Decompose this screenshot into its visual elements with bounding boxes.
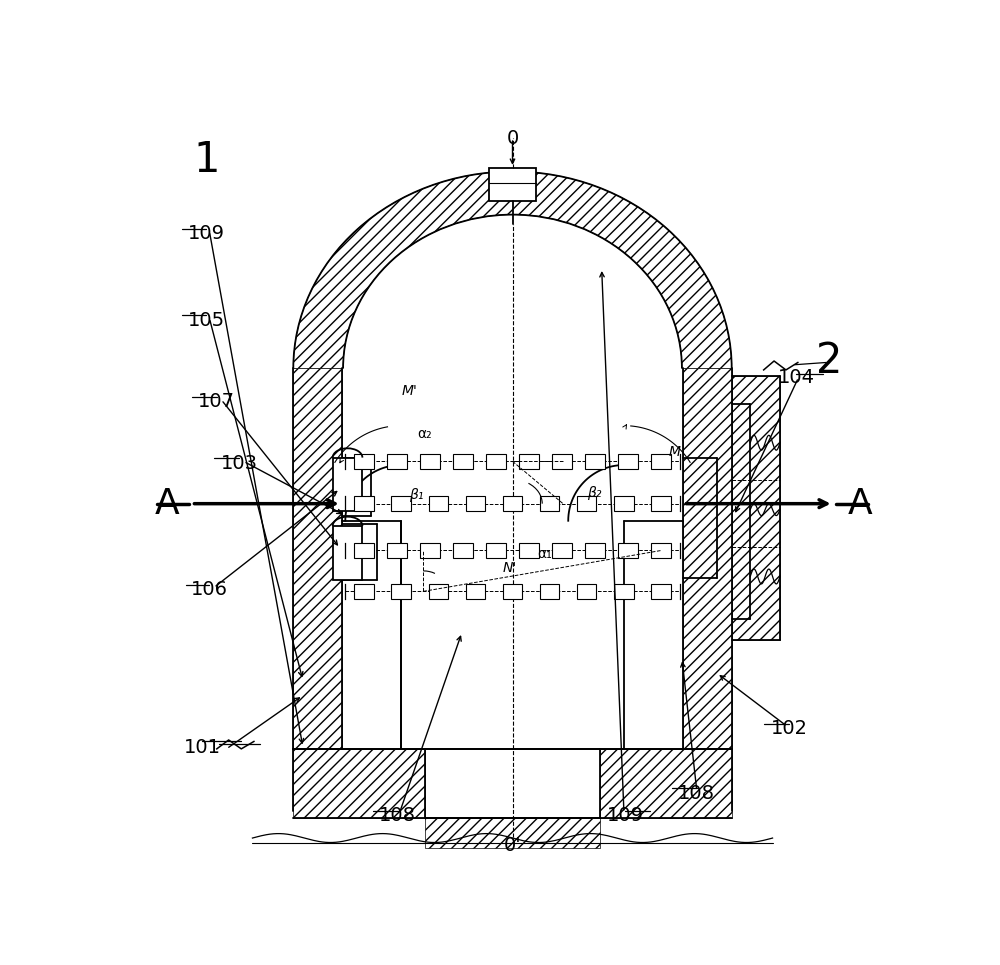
Text: N': N': [502, 561, 517, 574]
Bar: [486, 543, 506, 558]
Bar: [391, 496, 411, 511]
Bar: [354, 584, 374, 598]
Bar: [354, 496, 374, 511]
Text: 106: 106: [191, 580, 228, 599]
Bar: [540, 584, 559, 598]
Text: α₁: α₁: [537, 547, 552, 562]
Text: M: M: [668, 445, 680, 458]
Text: M': M': [402, 384, 418, 398]
Text: 109: 109: [607, 806, 644, 825]
Polygon shape: [293, 172, 732, 369]
Bar: [651, 543, 671, 558]
Text: 0: 0: [506, 128, 519, 148]
Bar: [429, 496, 448, 511]
Polygon shape: [293, 369, 342, 749]
Text: 109: 109: [188, 224, 225, 243]
Bar: [420, 543, 440, 558]
Polygon shape: [489, 168, 536, 202]
Text: 102: 102: [770, 719, 807, 738]
Bar: [466, 496, 485, 511]
Bar: [387, 543, 407, 558]
Polygon shape: [600, 749, 732, 818]
Bar: [614, 584, 634, 598]
Text: 105: 105: [188, 311, 225, 330]
Text: 2: 2: [816, 340, 842, 382]
Bar: [453, 543, 473, 558]
Bar: [585, 543, 605, 558]
Text: 101: 101: [183, 738, 220, 757]
Polygon shape: [425, 818, 600, 847]
Bar: [466, 584, 485, 598]
Text: 104: 104: [778, 368, 815, 387]
Bar: [552, 454, 572, 469]
Bar: [651, 584, 671, 598]
Bar: [391, 584, 411, 598]
Bar: [519, 543, 539, 558]
Bar: [453, 454, 473, 469]
Bar: [354, 454, 374, 469]
Text: β₂: β₂: [587, 486, 601, 500]
Bar: [552, 543, 572, 558]
Text: 107: 107: [198, 393, 235, 411]
Polygon shape: [683, 369, 732, 749]
Bar: [585, 454, 605, 469]
Bar: [429, 584, 448, 598]
Polygon shape: [732, 375, 780, 640]
Polygon shape: [342, 369, 683, 749]
Text: 1: 1: [193, 139, 220, 181]
Bar: [486, 454, 506, 469]
Bar: [387, 454, 407, 469]
Text: A: A: [848, 486, 873, 521]
Polygon shape: [333, 526, 362, 580]
Polygon shape: [293, 749, 425, 818]
Polygon shape: [333, 457, 362, 511]
Text: 103: 103: [221, 455, 258, 473]
Bar: [354, 543, 374, 558]
Bar: [519, 454, 539, 469]
Bar: [651, 454, 671, 469]
Text: 0': 0': [504, 836, 521, 855]
Bar: [577, 584, 596, 598]
Bar: [503, 584, 522, 598]
Bar: [651, 496, 671, 511]
Text: 108: 108: [379, 806, 416, 825]
Bar: [618, 454, 638, 469]
Bar: [503, 496, 522, 511]
Bar: [618, 543, 638, 558]
Bar: [540, 496, 559, 511]
Text: 108: 108: [678, 784, 715, 803]
Text: A: A: [155, 486, 179, 521]
Bar: [420, 454, 440, 469]
Bar: [577, 496, 596, 511]
Bar: [614, 496, 634, 511]
Text: α₂: α₂: [418, 427, 432, 441]
Text: β₁: β₁: [409, 487, 423, 502]
